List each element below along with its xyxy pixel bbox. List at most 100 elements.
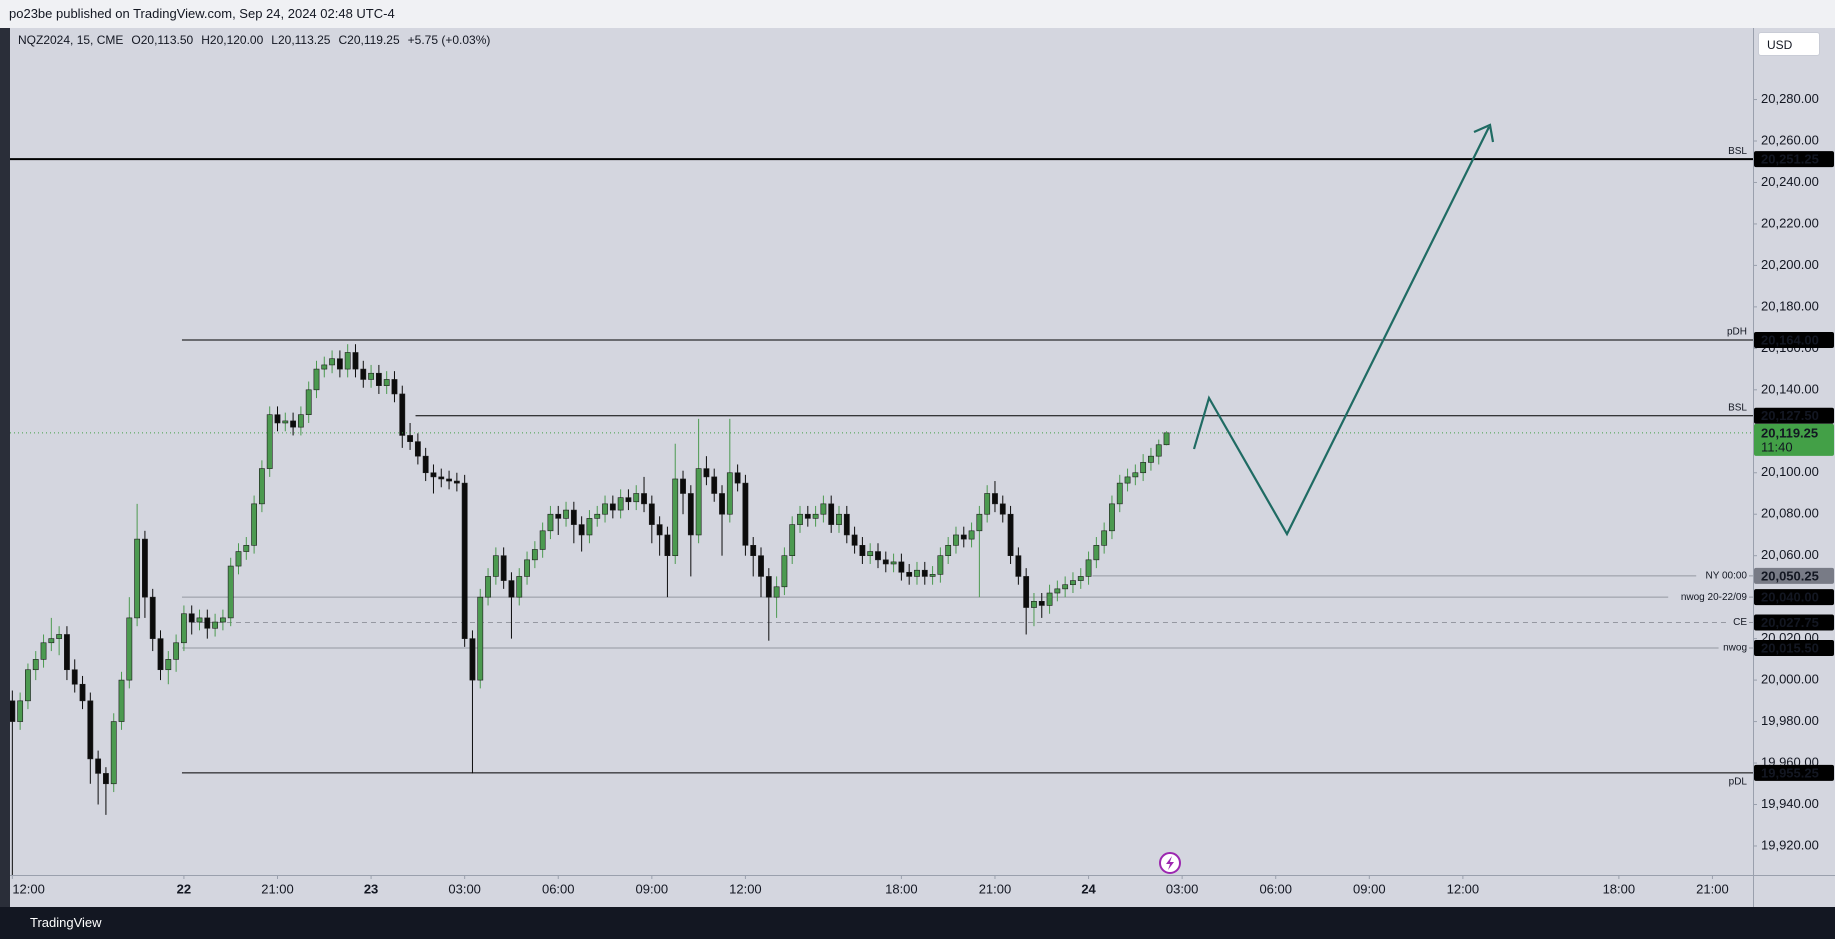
brand: TradingView bbox=[30, 915, 102, 930]
candle-body bbox=[851, 534, 858, 546]
candle-body bbox=[212, 621, 219, 629]
x-tick-label: 06:00 bbox=[542, 881, 575, 896]
candle-body bbox=[687, 493, 694, 536]
level-badge bbox=[1754, 567, 1834, 584]
candle-body bbox=[79, 683, 86, 702]
legend-key: C bbox=[338, 33, 348, 47]
y-tick-label: 20,280.00 bbox=[1761, 91, 1819, 106]
y-tick-label: 19,940.00 bbox=[1761, 796, 1819, 811]
candle-body bbox=[875, 551, 881, 561]
candle-body bbox=[1077, 576, 1084, 581]
candle-body bbox=[1132, 472, 1139, 478]
candle-body bbox=[243, 545, 250, 552]
candle-body bbox=[313, 368, 320, 391]
candle-body bbox=[181, 613, 187, 644]
level-badge bbox=[1754, 407, 1834, 424]
candle-body bbox=[1062, 584, 1069, 590]
candle-body bbox=[1093, 545, 1100, 561]
candle-body bbox=[539, 530, 546, 550]
projection-arrow bbox=[1192, 123, 1495, 537]
candle-body bbox=[149, 596, 156, 639]
legend-value: 20,119.25 bbox=[347, 33, 400, 47]
candle-body bbox=[352, 352, 359, 370]
candle-body bbox=[836, 513, 842, 525]
candle-body bbox=[297, 414, 304, 428]
candle-body bbox=[227, 565, 234, 619]
candle-body bbox=[820, 503, 827, 515]
candle-body bbox=[734, 472, 741, 484]
candle-body bbox=[477, 596, 484, 681]
candle-body bbox=[414, 441, 421, 457]
level-name: BSL bbox=[1728, 402, 1747, 413]
candle-body bbox=[383, 379, 390, 386]
time-axis bbox=[10, 876, 1753, 907]
level-badge bbox=[1754, 151, 1834, 168]
y-tick-label: 20,060.00 bbox=[1761, 547, 1819, 562]
candle-body bbox=[742, 482, 749, 546]
candle-body bbox=[758, 555, 764, 577]
candle-body bbox=[719, 493, 725, 515]
level-price: 20,251.25 bbox=[1761, 152, 1819, 167]
level-price: 20,040.00 bbox=[1761, 590, 1819, 605]
candle-body bbox=[25, 669, 31, 702]
candle-body bbox=[165, 659, 172, 671]
level-name: nwog 20-22/09 bbox=[1681, 592, 1748, 603]
x-tick-label: 21:00 bbox=[979, 881, 1012, 896]
candle-body bbox=[812, 513, 819, 519]
candle-body bbox=[992, 493, 998, 505]
candle-body bbox=[765, 576, 772, 598]
candle-body bbox=[1109, 503, 1115, 532]
y-tick-label: 20,180.00 bbox=[1761, 298, 1819, 313]
candle-body bbox=[173, 642, 180, 660]
candle-body bbox=[1023, 576, 1030, 608]
candle-body bbox=[485, 576, 491, 598]
candle-body bbox=[1054, 588, 1061, 594]
candle-body bbox=[516, 576, 523, 598]
candle-body bbox=[797, 513, 803, 525]
level-price: 20,127.50 bbox=[1761, 408, 1819, 423]
candle-body bbox=[32, 659, 39, 671]
level-price: 20,050.25 bbox=[1761, 568, 1819, 583]
replay-icon[interactable] bbox=[1159, 852, 1181, 874]
candle-body bbox=[95, 758, 102, 774]
candle-body bbox=[890, 561, 897, 565]
candle-body bbox=[282, 420, 289, 424]
level-price: 19,955.25 bbox=[1761, 765, 1819, 780]
candle-body bbox=[664, 534, 671, 556]
level-price: 20,027.75 bbox=[1761, 615, 1819, 630]
x-tick-label: 18:00 bbox=[1603, 881, 1636, 896]
candle-body bbox=[329, 358, 335, 366]
candle-body bbox=[789, 524, 796, 556]
legend-key: H bbox=[201, 33, 210, 47]
candle-body bbox=[1070, 580, 1076, 586]
currency-button[interactable]: USD bbox=[1758, 32, 1820, 56]
x-tick-label: 09:00 bbox=[636, 881, 669, 896]
x-tick-label: 12:00 bbox=[12, 881, 45, 896]
candle-body bbox=[196, 617, 203, 623]
candle-body bbox=[461, 482, 468, 639]
candle-body bbox=[204, 617, 211, 629]
candle-body bbox=[1116, 482, 1123, 505]
candle-body bbox=[422, 455, 429, 474]
candle-body bbox=[602, 503, 608, 515]
candle-body bbox=[500, 555, 507, 581]
candle-body bbox=[921, 569, 928, 577]
level-name-bg bbox=[1718, 641, 1749, 654]
legend-key: O bbox=[131, 33, 141, 47]
candle-body bbox=[220, 617, 226, 623]
candle-body bbox=[547, 513, 554, 532]
candle-body bbox=[750, 545, 757, 556]
x-tick-label: 06:00 bbox=[1259, 881, 1292, 896]
candle-body bbox=[570, 509, 577, 525]
candle-body bbox=[266, 414, 273, 469]
level-name: CE bbox=[1733, 617, 1747, 628]
candle-body bbox=[999, 503, 1006, 515]
y-tick-label: 19,980.00 bbox=[1761, 713, 1819, 728]
candle-body bbox=[703, 468, 710, 478]
x-tick-label: 12:00 bbox=[729, 881, 762, 896]
candle-body bbox=[430, 472, 437, 478]
candle-body bbox=[56, 634, 63, 639]
level-name-bg bbox=[1696, 569, 1749, 582]
